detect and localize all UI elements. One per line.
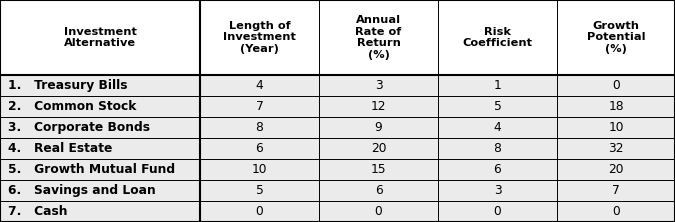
Bar	[0, 180, 675, 201]
Text: 3: 3	[375, 79, 382, 92]
Text: 1: 1	[493, 79, 502, 92]
Text: 4: 4	[256, 79, 263, 92]
Text: 20: 20	[371, 142, 386, 155]
Text: 7: 7	[256, 100, 263, 113]
Text: 2.   Common Stock: 2. Common Stock	[8, 100, 136, 113]
Bar	[0, 138, 675, 159]
Text: 5.   Growth Mutual Fund: 5. Growth Mutual Fund	[8, 163, 175, 176]
Text: 0: 0	[612, 79, 620, 92]
Text: 3.   Corporate Bonds: 3. Corporate Bonds	[8, 121, 150, 134]
Text: 6: 6	[256, 142, 263, 155]
Text: 3: 3	[493, 184, 502, 197]
Text: 32: 32	[608, 142, 624, 155]
Text: 0: 0	[493, 205, 502, 218]
Bar	[0, 96, 675, 117]
Text: Annual
Rate of
Return
(%): Annual Rate of Return (%)	[355, 15, 402, 60]
Text: Length of
Investment
(Year): Length of Investment (Year)	[223, 21, 296, 54]
Text: 0: 0	[256, 205, 263, 218]
Text: 15: 15	[371, 163, 386, 176]
Text: 10: 10	[608, 121, 624, 134]
Text: 20: 20	[608, 163, 624, 176]
Bar	[0, 117, 675, 138]
Text: Investment
Alternative: Investment Alternative	[63, 27, 136, 48]
Text: 1.   Treasury Bills: 1. Treasury Bills	[8, 79, 128, 92]
Text: 9: 9	[375, 121, 382, 134]
Text: 5: 5	[493, 100, 502, 113]
Text: 4.   Real Estate: 4. Real Estate	[8, 142, 112, 155]
Text: 7: 7	[612, 184, 620, 197]
Text: 8: 8	[493, 142, 502, 155]
Text: 10: 10	[252, 163, 267, 176]
Bar	[0, 201, 675, 222]
Text: 6.   Savings and Loan: 6. Savings and Loan	[8, 184, 156, 197]
Text: 6: 6	[493, 163, 502, 176]
Text: 6: 6	[375, 184, 382, 197]
Text: 4: 4	[493, 121, 502, 134]
Text: 0: 0	[375, 205, 382, 218]
Text: 0: 0	[612, 205, 620, 218]
Bar	[0, 159, 675, 180]
Text: 8: 8	[256, 121, 263, 134]
Bar	[0, 0, 675, 75]
Bar	[0, 75, 675, 96]
Text: Risk
Coefficient: Risk Coefficient	[462, 27, 533, 48]
Text: 7.   Cash: 7. Cash	[8, 205, 68, 218]
Text: 12: 12	[371, 100, 386, 113]
Text: Growth
Potential
(%): Growth Potential (%)	[587, 21, 645, 54]
Text: 18: 18	[608, 100, 624, 113]
Text: 5: 5	[256, 184, 263, 197]
